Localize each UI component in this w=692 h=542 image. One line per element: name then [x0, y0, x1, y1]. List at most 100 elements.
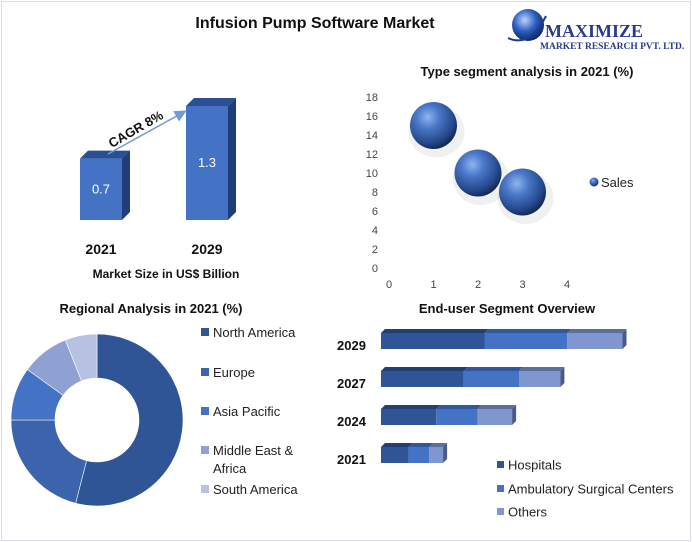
bar-top — [429, 443, 448, 447]
chart-title: End-user Segment Overview — [419, 301, 596, 316]
category-label: 2029 — [191, 241, 222, 257]
bar-side — [228, 97, 236, 220]
bar-segment — [381, 333, 485, 349]
x-tick-label: 4 — [564, 279, 570, 291]
bar-segment — [463, 371, 519, 387]
bubble-point — [454, 149, 502, 197]
bar-top — [381, 329, 489, 333]
data-label: 0.7 — [92, 181, 110, 196]
legend-swatch — [497, 461, 504, 468]
logo-line1: MAXIMIZE — [545, 21, 643, 41]
y-tick-label: 0 — [372, 263, 378, 275]
legend-swatch — [201, 368, 209, 376]
bar-segment — [381, 371, 464, 387]
y-tick-label: 10 — [366, 168, 378, 180]
legend-label: Hospitals — [508, 458, 562, 473]
bar-segment — [381, 409, 437, 425]
legend-label: Asia Pacific — [213, 404, 281, 419]
cagr-arrow — [107, 110, 187, 155]
legend-swatch — [497, 508, 504, 515]
donut-slice — [75, 333, 184, 507]
bar-2029 — [186, 105, 228, 220]
y-tick-label: 2 — [372, 244, 378, 256]
bar-top — [484, 329, 572, 333]
bar-top — [408, 443, 434, 447]
bar-top — [186, 97, 236, 106]
legend-label: Africa — [213, 461, 247, 476]
bar-top — [477, 405, 517, 409]
bar-segment — [436, 409, 478, 425]
bar-side — [560, 367, 565, 387]
logo-swoosh — [507, 15, 547, 42]
logo: MAXIMIZE MARKET RESEARCH PVT. LTD. — [507, 9, 684, 52]
legend-label: North America — [213, 325, 296, 340]
x-axis-label: Market Size in US$ Billion — [93, 267, 240, 281]
regional-chart: Regional Analysis in 2021 (%) North Ameri… — [10, 301, 298, 507]
bar-top — [381, 367, 468, 371]
donut-slice — [64, 333, 98, 382]
bar-top — [519, 367, 565, 371]
bar-side — [622, 329, 627, 349]
legend-marker — [589, 177, 599, 187]
bar-segment — [519, 371, 561, 387]
donut-slice — [10, 419, 87, 504]
end-user-chart: End-user Segment Overview 2029 2027 2024 202… — [337, 301, 674, 520]
y-tick-label: 8 — [372, 187, 378, 199]
bar-side — [443, 443, 448, 463]
y-tick-label: 6 — [372, 206, 378, 218]
category-label: 2027 — [337, 376, 366, 391]
y-tick-label: 16 — [366, 111, 378, 123]
cagr-label: CAGR 8% — [106, 107, 166, 151]
legend-swatch — [201, 328, 209, 336]
legend-label: Sales — [601, 175, 634, 190]
data-label: 1.3 — [198, 155, 216, 170]
bar-side — [512, 405, 517, 425]
x-tick-label: 3 — [519, 279, 525, 291]
category-label: 2021 — [85, 241, 116, 257]
type-segment-chart: Type segment analysis in 2021 (%)0246810… — [366, 64, 634, 291]
legend-swatch — [201, 485, 209, 493]
bar-segment — [484, 333, 568, 349]
bubble-point — [410, 102, 457, 149]
bar-2021 — [80, 158, 122, 220]
x-tick-label: 2 — [475, 279, 481, 291]
legend-label: Ambulatory Surgical Centers — [508, 482, 674, 497]
x-tick-label: 1 — [430, 279, 436, 291]
bar-side — [122, 150, 130, 220]
bar-top — [463, 367, 523, 371]
legend-swatch — [201, 407, 209, 415]
bar-segment — [477, 409, 513, 425]
legend-label: Europe — [213, 365, 255, 380]
category-label: 2024 — [337, 414, 367, 429]
main-title: Infusion Pump Software Market — [195, 15, 435, 32]
legend-label: Others — [508, 505, 548, 520]
bar-segment — [429, 447, 444, 463]
bar-top — [436, 405, 482, 409]
bar-segment — [381, 447, 409, 463]
bar-top — [381, 405, 441, 409]
x-tick-label: 0 — [386, 279, 392, 291]
y-tick-label: 4 — [372, 225, 378, 237]
chart-title: Type segment analysis in 2021 (%) — [421, 64, 634, 79]
bubble-point — [499, 168, 546, 216]
legend-label: South America — [213, 482, 298, 497]
y-tick-label: 18 — [366, 92, 378, 104]
bar-top — [80, 150, 130, 159]
bar-segment — [567, 333, 623, 349]
bar-top — [381, 443, 413, 447]
category-label: 2029 — [337, 338, 366, 353]
bar-segment — [408, 447, 430, 463]
bar-top — [567, 329, 627, 333]
legend-label: Middle East & — [213, 443, 294, 458]
globe-icon — [512, 9, 544, 41]
legend-swatch — [497, 485, 504, 492]
category-label: 2021 — [337, 452, 366, 467]
y-tick-label: 14 — [366, 130, 378, 142]
legend-swatch — [201, 446, 209, 454]
y-tick-label: 12 — [366, 149, 378, 161]
market-size-chart: 0.7 2021 1.3 2029 CAGR 8% Market Size in US$ … — [80, 97, 240, 281]
chart-title: Regional Analysis in 2021 (%) — [59, 301, 242, 316]
logo-line2: MARKET RESEARCH PVT. LTD. — [540, 42, 684, 52]
